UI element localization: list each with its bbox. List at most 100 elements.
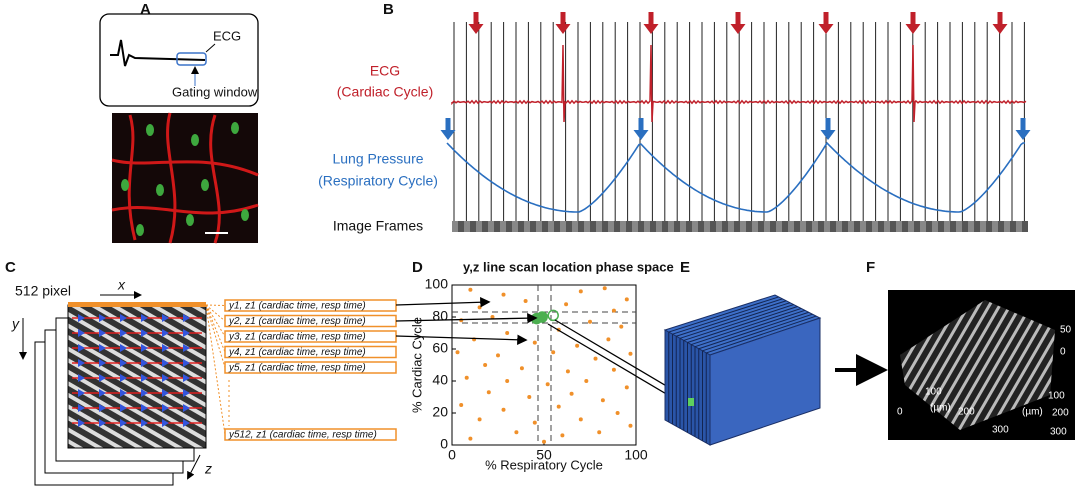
- image-frame: [878, 221, 884, 232]
- image-frame: [578, 221, 584, 232]
- axis-label: 0: [1060, 347, 1066, 358]
- marker: [141, 389, 148, 397]
- point: [501, 407, 506, 412]
- image-frame: [770, 221, 776, 232]
- image-frame: [638, 221, 644, 232]
- image-frame: [1022, 221, 1028, 232]
- marker: [99, 419, 106, 427]
- y-tick-label: 40: [432, 372, 448, 388]
- marker: [120, 404, 127, 412]
- phase-title: y,z line scan location phase space: [463, 259, 674, 274]
- image-frame: [464, 221, 470, 232]
- image-frame: [752, 221, 758, 232]
- marker: [141, 344, 148, 352]
- image-frame: [956, 221, 962, 232]
- row-label: y512, z1 (cardiac time, resp time): [228, 430, 377, 441]
- image-frame: [560, 221, 566, 232]
- vessels: [111, 112, 259, 244]
- bar-edge: [683, 304, 794, 341]
- image-frame: [896, 221, 902, 232]
- gate-arrow: [992, 12, 1008, 34]
- row-box: [224, 361, 397, 374]
- image-frame: [458, 221, 464, 232]
- image-frame: [524, 221, 530, 232]
- image-frame: [764, 221, 770, 232]
- point: [615, 411, 620, 415]
- window-label: Gating window: [172, 84, 258, 99]
- image-frame: [986, 221, 992, 232]
- link: [205, 304, 226, 337]
- image-frame: [554, 221, 560, 232]
- image-frame: [584, 221, 590, 232]
- point: [532, 420, 537, 425]
- point: [486, 390, 491, 395]
- marker: [162, 329, 169, 337]
- point: [600, 398, 605, 403]
- image-frame: [662, 221, 668, 232]
- point: [519, 366, 524, 371]
- marker: [183, 344, 190, 352]
- image-frame: [488, 221, 494, 232]
- point: [505, 331, 510, 335]
- voxel: [688, 398, 694, 406]
- link: [205, 304, 226, 368]
- marker: [78, 329, 85, 337]
- lung-signal: [446, 141, 1025, 213]
- image-frame: [506, 221, 512, 232]
- image-frame: [650, 221, 656, 232]
- image-frame: [674, 221, 680, 232]
- gating-window: [176, 52, 207, 66]
- z-arrow: [187, 454, 201, 480]
- bar-edge: [702, 313, 813, 352]
- image-frame: [944, 221, 950, 232]
- marker: [78, 419, 85, 427]
- point: [468, 287, 473, 292]
- point: [532, 340, 537, 345]
- point: [606, 337, 611, 342]
- row-label: y5, z1 (cardiac time, resp time): [228, 363, 366, 374]
- image-frame: [572, 221, 578, 232]
- point: [611, 308, 616, 313]
- axis-label: 300: [992, 425, 1009, 436]
- phase-ylabel: % Cardiac Cycle: [409, 317, 424, 413]
- image-frame: [644, 221, 650, 232]
- y-tick-label: 60: [432, 340, 448, 356]
- image-frame: [566, 221, 572, 232]
- row-box: [224, 428, 397, 441]
- ecg-pointer: [205, 43, 216, 53]
- marker: [162, 404, 169, 412]
- marker: [162, 359, 169, 367]
- image-frame: [890, 221, 896, 232]
- inset-box: [99, 13, 259, 107]
- marker: [99, 404, 106, 412]
- image-frame: [866, 221, 872, 232]
- link: [205, 304, 226, 306]
- marker: [183, 419, 190, 427]
- image-frame: [596, 221, 602, 232]
- point: [496, 353, 500, 358]
- point: [628, 423, 633, 428]
- marker: [99, 374, 106, 382]
- marker: [162, 419, 169, 427]
- marker: [183, 314, 190, 322]
- axis-label: (µm): [1022, 407, 1043, 418]
- row-label: y1, z1 (cardiac time, resp time): [228, 301, 366, 312]
- marker: [141, 329, 148, 337]
- image-frame: [908, 221, 914, 232]
- image-frame: [902, 221, 908, 232]
- image-frame: [740, 221, 746, 232]
- image-frame: [614, 221, 620, 232]
- marker: [78, 359, 85, 367]
- point: [455, 350, 460, 355]
- point: [560, 433, 565, 438]
- point: [619, 324, 624, 329]
- bar-edge: [668, 296, 779, 333]
- marker: [162, 374, 169, 382]
- row-box: [224, 299, 397, 312]
- row-label: y3, z1 (cardiac time, resp time): [228, 332, 366, 343]
- image-frame: [536, 221, 542, 232]
- image-frame: [728, 221, 734, 232]
- gate-arrow: [440, 118, 456, 140]
- image-frame: [746, 221, 752, 232]
